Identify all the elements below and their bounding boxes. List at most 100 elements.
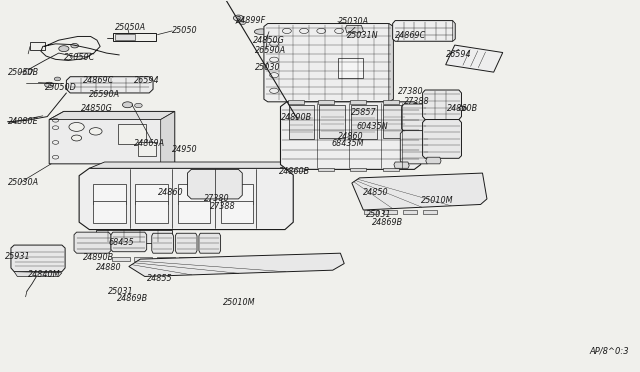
Polygon shape [338,58,364,78]
Text: 24860B: 24860B [447,104,479,113]
Polygon shape [189,177,209,188]
Polygon shape [351,105,377,140]
Polygon shape [319,100,334,104]
Polygon shape [401,104,427,131]
Polygon shape [383,100,399,104]
Text: 24840M: 24840M [28,270,61,279]
Polygon shape [393,20,455,41]
Polygon shape [14,272,62,276]
Text: 25010M: 25010M [420,196,453,205]
Text: 24890B: 24890B [280,113,312,122]
Circle shape [234,15,244,21]
Polygon shape [49,112,175,119]
Polygon shape [96,230,172,243]
Polygon shape [178,201,211,223]
Text: 26594: 26594 [134,76,159,85]
Polygon shape [288,167,304,171]
Text: 24869B: 24869B [117,294,148,303]
Polygon shape [221,184,253,204]
Ellipse shape [254,29,268,35]
Circle shape [71,44,79,48]
Text: 24899F: 24899F [236,16,266,25]
Polygon shape [319,105,345,138]
Polygon shape [289,105,314,140]
Text: 24869C: 24869C [83,76,114,85]
Polygon shape [422,119,461,158]
Polygon shape [67,77,153,93]
Polygon shape [383,210,397,214]
Polygon shape [74,232,111,253]
Polygon shape [319,167,334,171]
Polygon shape [111,232,147,252]
Text: 25050C: 25050C [64,53,95,62]
Text: 27388: 27388 [211,202,236,211]
Text: 25030: 25030 [255,63,280,72]
Polygon shape [77,53,91,57]
Polygon shape [30,42,45,50]
Polygon shape [11,245,65,272]
Polygon shape [178,184,211,204]
Polygon shape [403,210,417,214]
Circle shape [459,106,467,111]
Polygon shape [129,253,344,276]
Circle shape [72,135,82,141]
Text: 68435: 68435 [108,238,134,247]
Polygon shape [175,233,197,253]
Text: 26590A: 26590A [255,46,286,55]
Text: 25050B: 25050B [8,68,39,77]
Text: 68435M: 68435M [332,139,364,148]
Polygon shape [383,167,399,171]
Text: 25031: 25031 [366,210,392,219]
Text: 24950: 24950 [172,145,198,154]
Text: 27380: 27380 [204,195,230,203]
Text: 25031N: 25031N [347,31,378,40]
Text: 24855: 24855 [147,274,172,283]
Circle shape [59,46,69,52]
Text: 24880: 24880 [96,263,122,272]
Circle shape [45,82,54,87]
Text: 27388: 27388 [404,97,429,106]
Text: 24860: 24860 [157,188,183,197]
Text: 24890B: 24890B [83,253,114,262]
Polygon shape [112,257,130,261]
Text: 25030A: 25030A [338,17,369,26]
Circle shape [122,102,132,108]
Polygon shape [288,100,304,104]
Text: 25857: 25857 [351,108,376,117]
Polygon shape [79,168,293,230]
Polygon shape [394,162,409,168]
Polygon shape [161,112,175,171]
Polygon shape [426,157,441,164]
Polygon shape [152,233,173,253]
Polygon shape [135,184,168,204]
Text: 24850G: 24850G [253,36,285,45]
Polygon shape [118,124,147,144]
Polygon shape [93,184,125,204]
Polygon shape [422,90,461,119]
Polygon shape [179,257,196,261]
Circle shape [90,128,102,135]
Polygon shape [400,131,429,164]
Text: 25050D: 25050D [45,83,76,92]
Text: 25050: 25050 [172,26,198,35]
Polygon shape [93,201,125,223]
Polygon shape [350,167,366,171]
Text: 25931: 25931 [4,251,30,261]
Polygon shape [452,20,455,41]
Polygon shape [221,201,253,223]
Polygon shape [134,257,152,261]
Polygon shape [135,201,168,223]
Polygon shape [445,45,503,72]
Polygon shape [389,23,394,102]
Text: 26590A: 26590A [90,90,120,99]
Text: 27380: 27380 [397,87,424,96]
Circle shape [69,122,84,131]
Polygon shape [90,162,298,168]
Polygon shape [280,102,420,169]
Text: AP/8^0:3: AP/8^0:3 [589,346,629,355]
Polygon shape [199,233,221,253]
Polygon shape [113,33,156,41]
Circle shape [134,103,142,108]
Polygon shape [138,142,156,157]
Polygon shape [24,68,33,74]
